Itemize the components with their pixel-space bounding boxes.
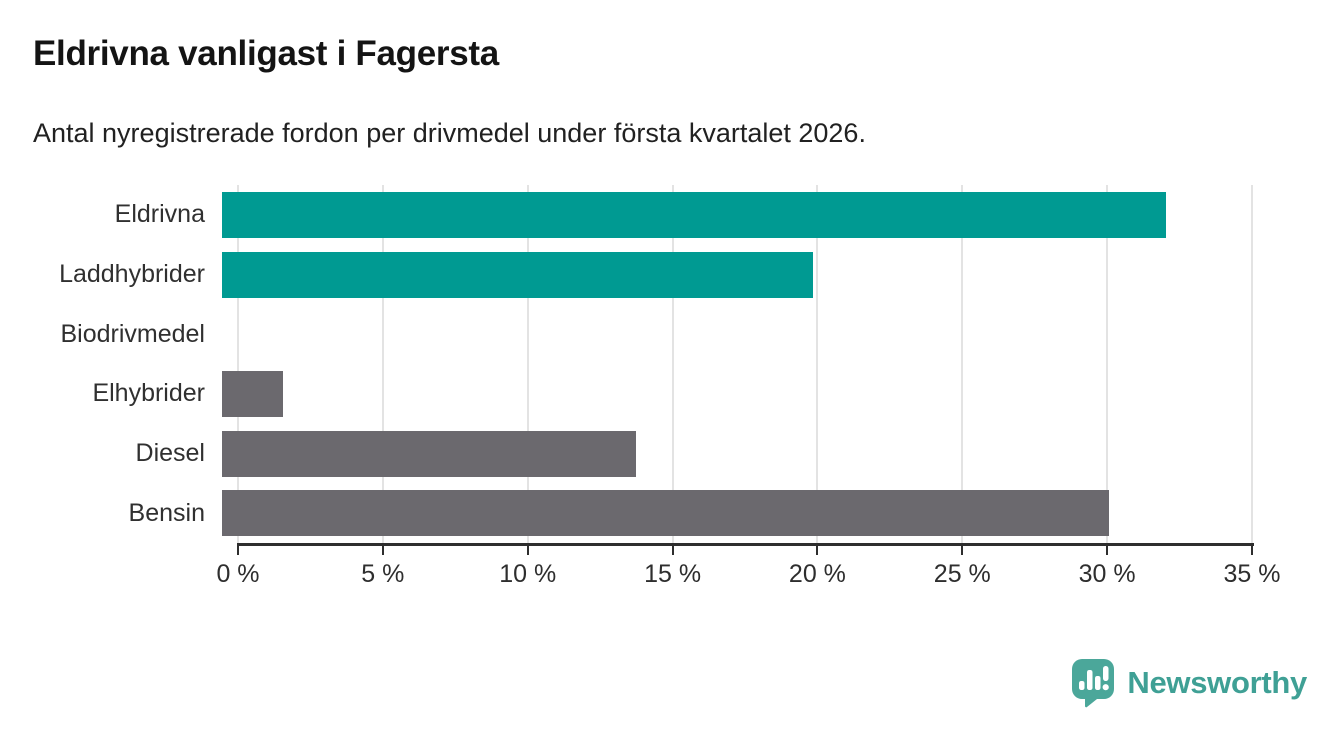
gridline xyxy=(671,185,674,543)
newsworthy-pin-barchart-icon xyxy=(1070,657,1116,708)
axis-tick xyxy=(816,546,819,555)
gridline xyxy=(381,185,384,543)
axis-tick xyxy=(526,546,529,555)
axis-tick xyxy=(1251,546,1253,555)
category-label: Bensin xyxy=(128,498,205,527)
axis-tick xyxy=(1106,546,1109,555)
bar-track xyxy=(222,490,1236,537)
x-axis-line xyxy=(237,543,1254,546)
category-label: Elhybrider xyxy=(92,379,205,408)
chart-subtitle: Antal nyregistrerade fordon per drivmede… xyxy=(33,118,866,148)
gridline xyxy=(237,185,239,543)
axis-tick-label: 25 % xyxy=(933,560,991,588)
bar-track xyxy=(222,370,1236,417)
axis-tick-label: 20 % xyxy=(788,560,846,588)
bar-diesel xyxy=(222,430,637,477)
chart-row: Biodrivmedel xyxy=(0,304,1252,364)
bar-track xyxy=(222,311,1236,357)
axis-tick-label: 15 % xyxy=(644,560,702,588)
gridline xyxy=(961,185,964,543)
bar-elhybrider xyxy=(222,370,283,417)
axis-tick xyxy=(671,546,674,555)
chart-title: Eldrivna vanligast i Fagersta xyxy=(33,34,499,73)
category-label: Diesel xyxy=(135,439,205,468)
gridlines xyxy=(237,185,1253,543)
bar-chart: Eldrivna Laddhybrider Biodrivmedel Elhybrid… xyxy=(0,185,1340,588)
gridline xyxy=(816,185,819,543)
axis-tick xyxy=(381,546,384,555)
category-label: Biodrivmedel xyxy=(60,319,205,348)
gridline xyxy=(526,185,529,543)
brand-wordmark: Newsworthy xyxy=(1127,664,1307,700)
chart-row: Laddhybrider xyxy=(0,245,1252,305)
axis-tick-label: 10 % xyxy=(499,560,557,588)
bar-track xyxy=(222,430,1236,477)
chart-row: Elhybrider xyxy=(0,364,1252,424)
bar-eldrivna xyxy=(222,191,1167,238)
gridline xyxy=(1251,185,1253,543)
category-label: Laddhybrider xyxy=(59,260,205,288)
x-axis-ticks: 0 % 5 % 10 % 15 % 20 % 25 % 30 % 35 % xyxy=(216,546,1280,588)
category-label: Eldrivna xyxy=(114,200,205,229)
branding: Newsworthy xyxy=(1070,657,1307,708)
chart-rows: Eldrivna Laddhybrider Biodrivmedel Elhybrid… xyxy=(0,185,1252,543)
axis-tick-label: 35 % xyxy=(1223,560,1281,588)
bar-track xyxy=(222,191,1236,238)
bar-track xyxy=(222,251,1236,298)
bar-laddhybrider xyxy=(222,251,814,298)
chart-row: Bensin xyxy=(0,483,1252,543)
axis-tick-label: 5 % xyxy=(361,560,405,588)
axis-tick xyxy=(961,546,964,555)
axis-tick-label: 30 % xyxy=(1078,560,1136,588)
axis-tick xyxy=(237,546,239,555)
chart-row: Eldrivna xyxy=(0,185,1252,245)
gridline xyxy=(1106,185,1109,543)
axis-tick-label: 0 % xyxy=(216,560,260,588)
chart-row: Diesel xyxy=(0,424,1252,484)
bar-bensin xyxy=(222,490,1109,537)
